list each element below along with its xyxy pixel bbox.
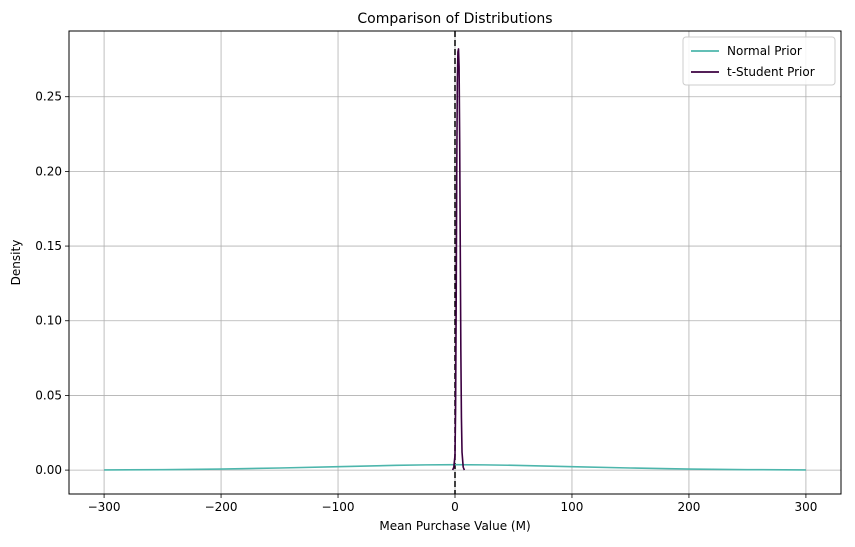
x-tick-label: −300 [88, 500, 121, 514]
series-line [451, 48, 466, 471]
series-layer [104, 48, 806, 471]
y-tick-label: 0.15 [35, 239, 62, 253]
y-tick-label: 0.05 [35, 388, 62, 402]
series-line [104, 463, 806, 471]
x-tick-label: 200 [677, 500, 700, 514]
ticks: −300 −200 −100 0 100 200 300 0.00 0.05 0.10 0.15 0.… [35, 90, 817, 514]
legend-label: Normal Prior [727, 44, 802, 58]
x-axis-label: Mean Purchase Value (M) [379, 519, 530, 533]
legend-box [682, 36, 836, 86]
y-tick-label: 0.25 [35, 90, 62, 104]
x-tick-label: 0 [451, 500, 459, 514]
x-tick-label: 300 [794, 500, 817, 514]
legend: Normal Prior t-Student Prior [682, 36, 836, 86]
y-tick-label: 0.00 [35, 463, 62, 477]
y-axis-label: Density [9, 240, 23, 286]
y-tick-label: 0.20 [35, 164, 62, 178]
y-tick-label: 0.10 [35, 314, 62, 328]
chart-title: Comparison of Distributions [357, 11, 552, 27]
legend-label: t-Student Prior [727, 65, 815, 79]
x-tick-label: 100 [561, 500, 584, 514]
x-tick-label: −200 [205, 500, 238, 514]
x-tick-label: −100 [322, 500, 355, 514]
